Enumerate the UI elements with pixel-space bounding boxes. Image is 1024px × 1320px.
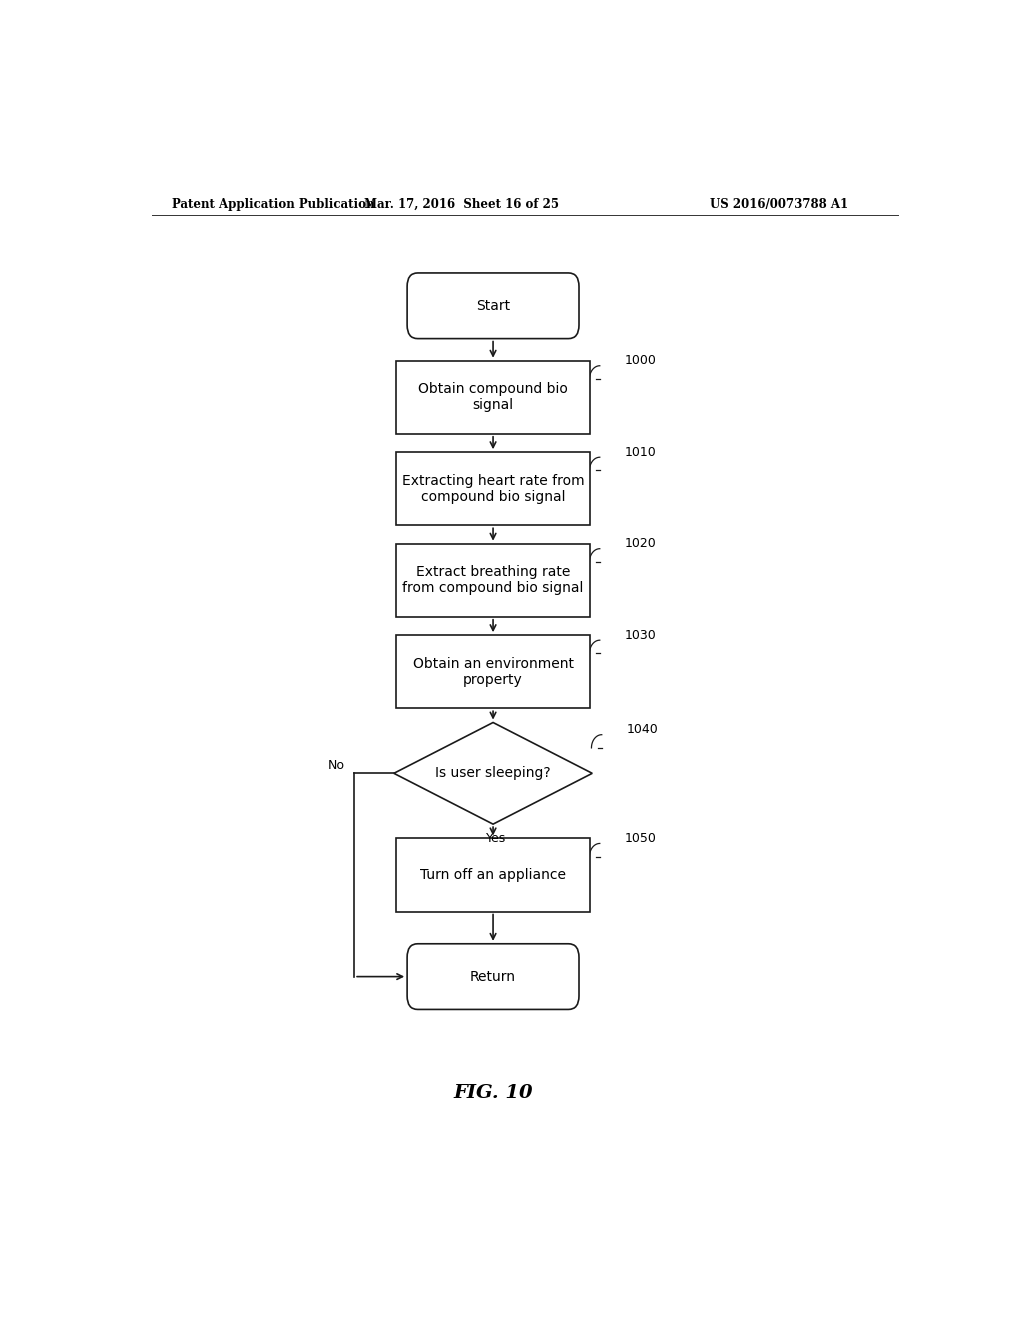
Text: Mar. 17, 2016  Sheet 16 of 25: Mar. 17, 2016 Sheet 16 of 25 (364, 198, 559, 211)
Text: Patent Application Publication: Patent Application Publication (172, 198, 374, 211)
Bar (396, 544, 590, 616)
Text: 1030: 1030 (625, 628, 656, 642)
Text: 1020: 1020 (625, 537, 656, 550)
FancyBboxPatch shape (408, 944, 579, 1010)
Text: 1040: 1040 (627, 723, 658, 737)
Text: 1010: 1010 (625, 446, 656, 459)
Text: FIG. 10: FIG. 10 (454, 1085, 532, 1102)
Text: 1000: 1000 (625, 354, 656, 367)
Polygon shape (394, 722, 592, 824)
Text: Extracting heart rate from
compound bio signal: Extracting heart rate from compound bio … (401, 474, 585, 504)
Text: Start: Start (476, 298, 510, 313)
Text: Turn off an appliance: Turn off an appliance (420, 869, 566, 882)
Bar (396, 453, 590, 525)
Text: Extract breathing rate
from compound bio signal: Extract breathing rate from compound bio… (402, 565, 584, 595)
Text: Obtain an environment
property: Obtain an environment property (413, 656, 573, 686)
Text: Is user sleeping?: Is user sleeping? (435, 767, 551, 780)
Text: Obtain compound bio
signal: Obtain compound bio signal (418, 383, 568, 412)
Text: Return: Return (470, 970, 516, 983)
Text: No: No (328, 759, 345, 772)
Bar (396, 838, 590, 912)
FancyBboxPatch shape (408, 273, 579, 339)
Text: 1050: 1050 (625, 832, 656, 845)
Text: Yes: Yes (486, 833, 506, 845)
Bar (396, 635, 590, 709)
Text: US 2016/0073788 A1: US 2016/0073788 A1 (710, 198, 848, 211)
Bar (396, 360, 590, 434)
